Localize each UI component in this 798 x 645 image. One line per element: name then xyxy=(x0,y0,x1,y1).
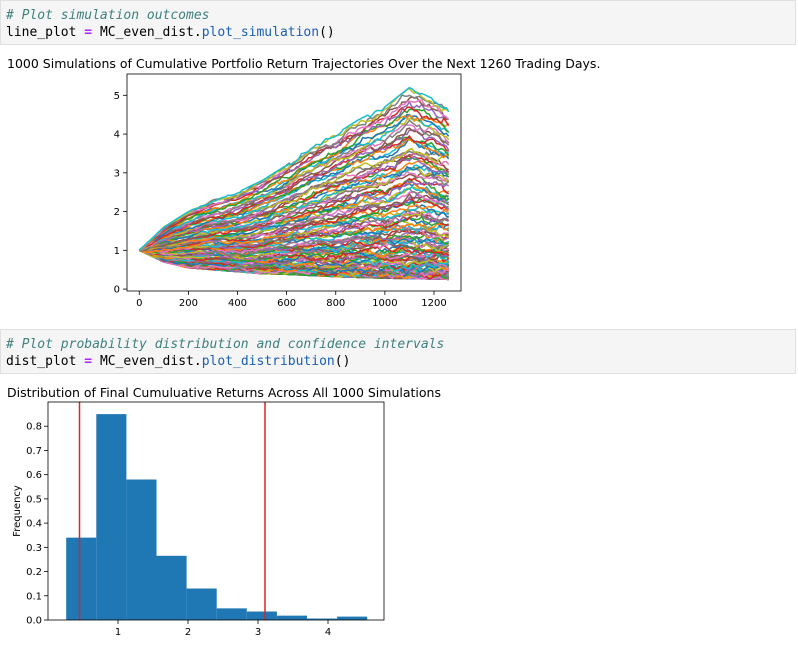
y-tick-label: 5 xyxy=(114,91,120,102)
histogram-bar xyxy=(96,414,127,620)
x-tick-label: 800 xyxy=(326,298,345,309)
x-tick-label: 200 xyxy=(179,298,198,309)
code-method: plot_distribution xyxy=(201,354,335,369)
code-line-comment-2: # Plot probability distribution and conf… xyxy=(1,336,795,353)
x-tick-label: 400 xyxy=(228,298,247,309)
histogram-bar xyxy=(276,615,307,620)
y-tick-label: 0.0 xyxy=(26,616,42,627)
code-var: dist_plot xyxy=(6,354,77,369)
code-line-call-1: line_plot = MC_even_dist.plot_simulation… xyxy=(1,24,795,41)
y-tick-label: 1 xyxy=(114,246,120,257)
simulation-line xyxy=(138,86,450,251)
histogram-bar xyxy=(126,479,157,620)
code-operator: = xyxy=(84,25,93,40)
simulation-chart-title: 1000 Simulations of Cumulative Portfolio… xyxy=(7,56,601,71)
code-var: line_plot xyxy=(6,25,77,40)
simulation-line xyxy=(138,108,449,251)
y-tick-label: 0.6 xyxy=(26,470,42,481)
x-tick-label: 2 xyxy=(185,627,191,638)
simulation-line xyxy=(138,164,450,251)
code-object: MC_even_dist. xyxy=(99,25,202,40)
y-tick-label: 3 xyxy=(114,168,120,179)
simulation-line xyxy=(139,156,450,252)
code-operator: = xyxy=(84,354,93,369)
code-line-call-2: dist_plot = MC_even_dist.plot_distributi… xyxy=(1,353,795,370)
histogram-bar xyxy=(246,611,277,620)
simulation-line xyxy=(139,187,449,252)
histogram-bar xyxy=(156,555,187,620)
histogram-bar xyxy=(307,618,338,620)
code-object: MC_even_dist. xyxy=(99,354,202,369)
y-tick-label: 0.4 xyxy=(26,519,42,530)
simulation-line xyxy=(139,123,450,252)
x-tick-label: 0 xyxy=(136,298,142,309)
histogram-bar xyxy=(186,588,217,620)
simulation-line xyxy=(138,114,450,251)
histogram-axes-frame xyxy=(47,401,385,621)
y-tick-label: 0.5 xyxy=(26,494,42,505)
distribution-chart-title: Distribution of Final Cumuluative Return… xyxy=(7,385,441,400)
x-tick-label: 600 xyxy=(277,298,296,309)
code-cell-2[interactable]: # Plot probability distribution and conf… xyxy=(0,329,796,374)
simulation-axes-frame xyxy=(126,73,462,292)
code-parens: () xyxy=(334,354,351,369)
code-parens: () xyxy=(319,25,335,40)
simulation-line xyxy=(139,227,449,257)
y-tick-label: 0.2 xyxy=(26,567,42,578)
y-tick-label: 4 xyxy=(114,130,120,141)
y-axis-label: Frequency xyxy=(12,485,23,537)
x-tick-label: 1000 xyxy=(372,298,397,309)
simulation-plot-area: 0 200 400 600 800 1000 1200 0 1 2 3 4 5 xyxy=(114,73,462,309)
code-cell-1[interactable]: # Plot simulation outcomes line_plot = M… xyxy=(0,0,796,45)
histogram-bar xyxy=(216,608,247,620)
code-comment: # Plot simulation outcomes xyxy=(6,8,210,23)
simulation-line xyxy=(138,96,449,251)
simulation-line xyxy=(138,138,449,251)
simulation-line-chart: 0 200 400 600 800 1000 1200 0 1 2 3 4 5 xyxy=(114,73,462,309)
x-tick-label: 1200 xyxy=(421,298,446,309)
y-tick-label: 0.1 xyxy=(26,591,42,602)
simulation-line xyxy=(139,197,449,252)
simulation-lines xyxy=(138,86,450,281)
x-tick-label: 1 xyxy=(115,627,121,638)
x-tick-label: 4 xyxy=(325,627,331,638)
y-tick-label: 2 xyxy=(114,207,120,218)
y-tick-label: 0.8 xyxy=(26,422,42,433)
y-tick-label: 0.7 xyxy=(26,446,42,457)
x-tick-label: 3 xyxy=(255,627,261,638)
simulation-line xyxy=(138,100,450,251)
code-line-comment-1: # Plot simulation outcomes xyxy=(1,7,795,24)
histogram-plot-area: 1 2 3 4 0.0 0.1 0.2 0.3 0.4 0.5 0.6 0.7 0.8 Frequency xyxy=(12,401,385,638)
histogram-bar xyxy=(66,537,97,620)
code-method: plot_simulation xyxy=(201,25,320,40)
y-tick-label: 0.3 xyxy=(26,543,42,554)
code-comment: # Plot probability distribution and conf… xyxy=(6,337,445,352)
histogram-bar xyxy=(337,616,368,620)
simulation-line xyxy=(138,147,449,251)
y-tick-label: 0 xyxy=(114,285,120,296)
